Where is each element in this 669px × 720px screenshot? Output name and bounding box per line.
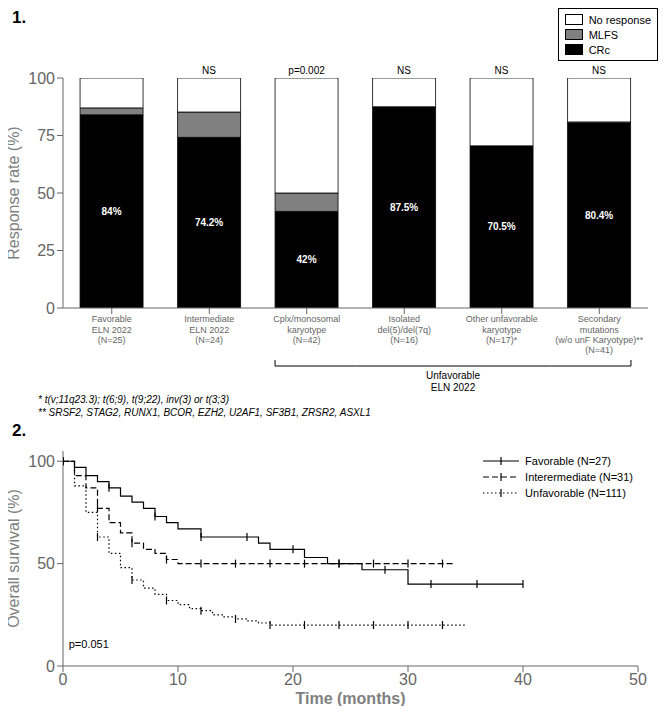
svg-text:Overall survival (%): Overall survival (%) [8,489,22,628]
html-text:MLFS: MLFS [588,28,618,41]
svg-text:0: 0 [46,658,55,675]
svg-text:25: 25 [37,242,55,259]
svg-text:NS: NS [202,65,216,76]
svg-text:50: 50 [629,671,647,688]
svg-text:70.5%: 70.5% [487,221,515,232]
svg-text:50: 50 [37,555,55,572]
svg-text:NS: NS [397,65,411,76]
svg-text:NS: NS [495,65,509,76]
html-text:** SRSF2, STAG2, RUNX1, BCOR,: ** SRSF2, STAG2, RUNX1, BCOR, EZH2, U2AF… [38,407,371,418]
svg-text:20: 20 [284,671,302,688]
svg-text:87.5%: 87.5% [390,202,418,213]
svg-text:84%: 84% [102,206,122,217]
svg-text:80.4%: 80.4% [585,210,613,221]
html-text:Interermediate (N=31): Interermediate (N=31) [525,471,633,483]
svg-text:74.2%: 74.2% [195,217,223,228]
svg-text:NS: NS [592,65,606,76]
svg-text:75: 75 [37,127,55,144]
svg-text:Cplx/monosomalkaryotype(N=42): Cplx/monosomalkaryotype(N=42) [273,314,340,345]
svg-text:IntermediateELN 2022(N=24): IntermediateELN 2022(N=24) [184,314,234,345]
svg-text:50: 50 [37,185,55,202]
svg-text:30: 30 [399,671,417,688]
svg-text:Time (months): Time (months) [296,690,406,706]
html-text:* t(v;11q23.3); t(6;9), t(9;22: * t(v;11q23.3); t(6;9), t(9;22), inv(3) … [38,394,229,405]
svg-text:p=0.002: p=0.002 [288,65,325,76]
svg-text:Isolateddel(5)/del(7q)(N=16): Isolateddel(5)/del(7q)(N=16) [377,314,431,345]
html-text:Favorable (N=27): Favorable (N=27) [525,455,611,467]
svg-text:42%: 42% [297,254,317,265]
svg-text:100: 100 [28,453,55,470]
svg-text:0: 0 [46,300,55,317]
html-text:No response: No response [588,13,651,26]
svg-text:40: 40 [514,671,532,688]
html-text:2.: 2. [12,421,27,440]
html-text:1.: 1. [12,8,27,27]
svg-text:0: 0 [59,671,68,688]
svg-text:10: 10 [169,671,187,688]
svg-text:Secondarymutations(w/o unF Kar: Secondarymutations(w/o unF Karyotype)**(… [555,314,644,355]
svg-text:FavorableELN 2022(N=25): FavorableELN 2022(N=25) [92,314,132,345]
svg-text:Response rate (%): Response rate (%) [8,126,22,259]
html-text:CRc: CRc [588,43,610,56]
svg-text:100: 100 [28,70,55,87]
html-text:Unfavorable (N=111): Unfavorable (N=111) [525,487,626,499]
svg-text:UnfavorableELN 2022: UnfavorableELN 2022 [426,370,480,393]
svg-text:Other unfavorablekaryotype(N=1: Other unfavorablekaryotype(N=17)* [466,314,538,345]
svg-text:p=0.051: p=0.051 [69,638,109,650]
